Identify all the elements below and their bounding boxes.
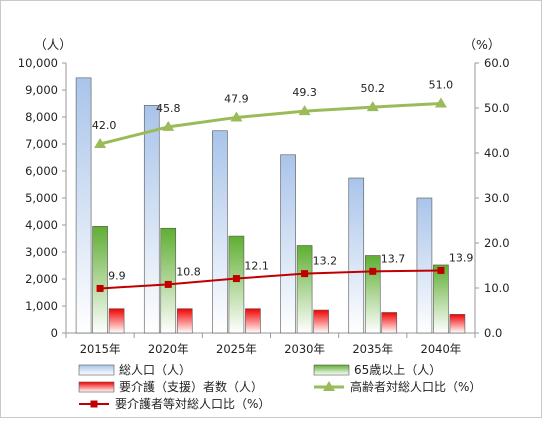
legend-label: 要介護（支援）者数（人） [119, 379, 263, 394]
bar-total-population [75, 77, 92, 334]
left-tick-label: 8,000 [25, 110, 58, 124]
left-tick-label: 7,000 [25, 137, 58, 151]
legend-elderly-ratio: 高齢者対総人口比（%） [314, 379, 481, 394]
care-ratio-point [96, 284, 104, 292]
left-axis-unit: （人） [34, 37, 72, 52]
x-tick-label: 2020年 [148, 342, 189, 356]
elderly-ratio-line [99, 102, 441, 146]
legend-swatch [313, 364, 350, 376]
care-ratio-data-label: 13.7 [381, 252, 406, 265]
elderly-ratio-point [298, 105, 311, 116]
left-tick-label: 0 [51, 326, 58, 340]
left-tick-label: 6,000 [25, 164, 58, 178]
elderly-ratio-data-label: 45.8 [156, 102, 181, 115]
left-tick-label: 9,000 [25, 83, 58, 97]
bar-aged-65-plus [364, 255, 381, 334]
left-tick-label: 3,000 [25, 245, 58, 259]
elderly-ratio-data-label: 50.2 [361, 82, 386, 95]
legend-total-population: 総人口（人） [78, 363, 191, 377]
legend-label: 要介護者等対総人口比（%） [115, 396, 270, 411]
right-tick-label: 60.0 [484, 56, 510, 70]
care-ratio-line [100, 269, 441, 290]
right-tick-label: 10.0 [484, 281, 510, 295]
bar-care-recipients [245, 308, 261, 334]
right-tick-label: 50.0 [484, 101, 510, 115]
care-ratio-data-label: 13.9 [449, 251, 474, 264]
left-tick-label: 1,000 [25, 299, 58, 313]
bar-care-recipients [313, 309, 329, 334]
elderly-ratio-point [162, 120, 175, 131]
left-tick-label: 10,000 [18, 56, 58, 70]
bar-aged-65-plus [228, 235, 245, 334]
care-ratio-data-label: 13.2 [313, 255, 338, 268]
bar-care-recipients [381, 312, 398, 334]
care-ratio-data-label: 9.9 [108, 269, 126, 282]
care-ratio-data-label: 10.8 [176, 265, 201, 278]
bar-aged-65-plus [296, 245, 313, 334]
legend-care-recipients: 要介護（支援）者数（人） [78, 379, 263, 394]
care-ratio-point [301, 270, 309, 278]
legend-marker [90, 400, 98, 408]
left-tick-label: 5,000 [25, 191, 58, 205]
bar-care-recipients [176, 308, 193, 334]
legend-label: 65歳以上（人） [354, 363, 441, 377]
care-ratio-data-label: 12.1 [244, 260, 269, 273]
x-tick-label: 2040年 [421, 342, 462, 356]
elderly-ratio-data-label: 42.0 [92, 119, 117, 132]
bar-care-recipients [449, 314, 466, 334]
x-tick-label: 2015年 [80, 342, 121, 356]
right-tick-label: 0.0 [484, 326, 502, 340]
right-tick-label: 40.0 [484, 146, 510, 160]
bar-aged-65-plus [92, 226, 108, 334]
x-tick-label: 2025年 [216, 342, 257, 356]
right-tick-label: 30.0 [484, 191, 510, 205]
legend-swatch [78, 381, 115, 393]
elderly-ratio-data-label: 51.0 [429, 79, 454, 92]
elderly-ratio-point [434, 97, 447, 108]
elderly-ratio-data-label: 47.9 [224, 92, 249, 105]
x-tick-label: 2035年 [352, 342, 393, 356]
legend-marker [323, 381, 335, 391]
legend-swatch [78, 364, 115, 376]
bar-aged-65-plus [433, 264, 449, 334]
bar-aged-65-plus [160, 227, 177, 334]
elderly-ratio-point [94, 138, 107, 148]
bar-total-population [416, 197, 433, 334]
x-tick-label: 2030年 [284, 342, 325, 356]
care-ratio-point [369, 267, 377, 275]
right-axis-unit: （%） [464, 37, 501, 52]
legend-label: 総人口（人） [119, 363, 191, 377]
bar-care-recipients [108, 308, 125, 334]
left-tick-label: 2,000 [25, 272, 58, 286]
legend-label: 高齢者対総人口比（%） [350, 379, 481, 394]
care-ratio-point [232, 275, 240, 283]
legend-aged-65-plus: 65歳以上（人） [313, 363, 441, 377]
elderly-ratio-point [366, 101, 379, 112]
care-ratio-point [164, 280, 172, 288]
right-tick-label: 20.0 [484, 236, 510, 250]
left-tick-label: 4,000 [25, 218, 58, 232]
bar-total-population [212, 130, 228, 334]
bar-total-population [143, 105, 160, 334]
bar-total-population [280, 154, 296, 334]
elderly-ratio-data-label: 49.3 [292, 86, 317, 99]
care-ratio-point [437, 266, 445, 274]
legend-care-ratio: 要介護者等対総人口比（%） [79, 396, 270, 411]
elderly-ratio-point [230, 111, 243, 122]
bar-total-population [348, 177, 365, 334]
